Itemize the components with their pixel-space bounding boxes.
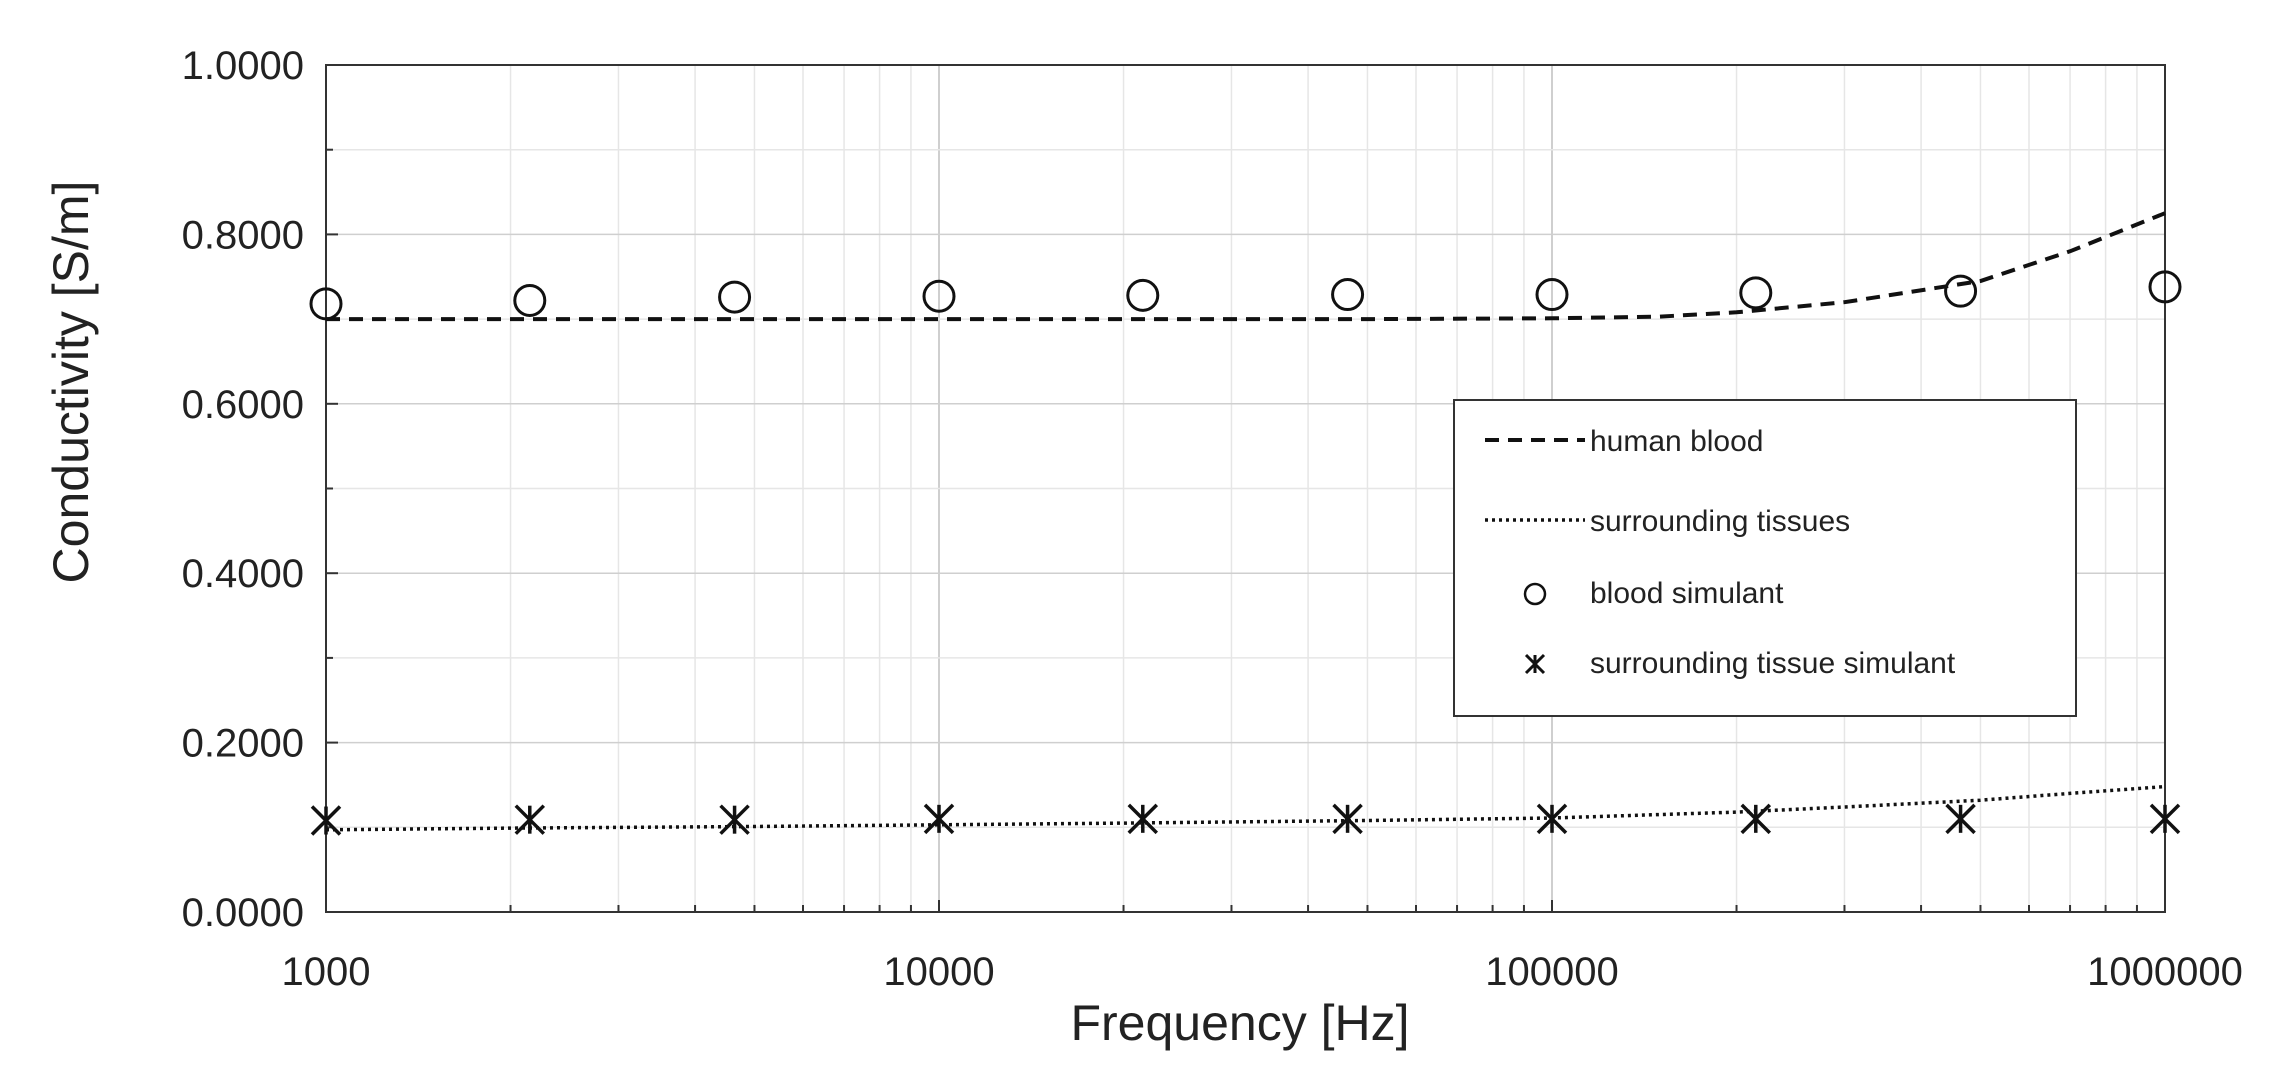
- series-layer: [309, 211, 2182, 836]
- x-tick-label: 1000: [282, 950, 371, 994]
- series-blood-simulant: [309, 270, 2182, 321]
- series-surrounding-tissue-simulant: [310, 803, 2181, 836]
- data-point: [1332, 803, 1363, 835]
- data-point: [2148, 270, 2182, 304]
- data-point: [513, 283, 547, 317]
- data-point: [309, 287, 343, 321]
- axis-ticks: [325, 64, 2166, 913]
- legend-label: blood simulant: [1590, 577, 1784, 610]
- data-point: [1331, 278, 1365, 312]
- x-tick-labels: 1000 10000 100000 1000000: [282, 950, 2243, 994]
- data-point: [1536, 803, 1568, 835]
- data-point: [718, 280, 752, 314]
- y-axis-title: Conductivity [S/m]: [43, 181, 99, 584]
- y-tick-label: 0.6000: [182, 383, 304, 427]
- legend-label: human blood: [1590, 425, 1763, 458]
- legend: human blood surrounding tissues blood simu…: [1453, 399, 2077, 717]
- data-point: [923, 803, 955, 835]
- y-tick-label: 0.8000: [182, 213, 304, 257]
- data-point: [1535, 278, 1569, 312]
- legend-label: surrounding tissue simulant: [1590, 647, 1956, 680]
- x-tick-label: 10000: [883, 950, 994, 994]
- x-axis-title: Frequency [Hz]: [1070, 995, 1409, 1051]
- y-tick-labels: 0.0000 0.2000 0.4000 0.6000 0.8000 1.0000: [182, 44, 304, 935]
- y-tick-label: 0.0000: [182, 891, 304, 935]
- data-point: [1944, 274, 1978, 308]
- legend-swatch: [1523, 582, 1547, 606]
- data-point: [1740, 803, 1772, 835]
- y-tick-label: 0.2000: [182, 722, 304, 766]
- x-tick-label: 100000: [1485, 950, 1618, 994]
- y-tick-label: 1.0000: [182, 44, 304, 88]
- legend-box: [1453, 399, 2077, 717]
- data-point: [310, 805, 342, 836]
- data-point: [1127, 803, 1159, 835]
- data-point: [1739, 276, 1773, 310]
- y-tick-label: 0.4000: [182, 552, 304, 596]
- data-point: [2149, 803, 2181, 835]
- series-surrounding-tissues-line: [325, 784, 2166, 832]
- data-point: [1945, 803, 1976, 835]
- data-point: [1126, 278, 1160, 312]
- x-tick-label: 1000000: [2087, 950, 2243, 994]
- data-point: [514, 804, 546, 835]
- data-point: [922, 279, 956, 313]
- legend-swatch: [1524, 653, 1546, 675]
- series-human-blood-line: [326, 211, 2166, 322]
- data-point: [719, 804, 750, 835]
- legend-label: surrounding tissues: [1590, 505, 1850, 538]
